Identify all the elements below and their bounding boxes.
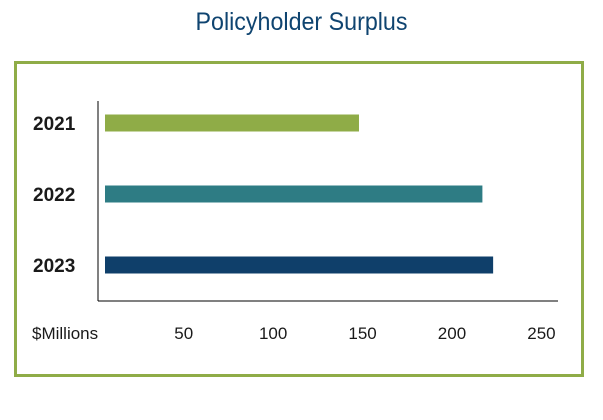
category-label-2023: 2023 xyxy=(33,256,75,277)
x-tick-labels: 50 100 150 200 250 xyxy=(174,324,555,343)
x-tick-label-50: 50 xyxy=(174,324,193,343)
category-label-2022: 2022 xyxy=(33,185,75,206)
bars-group xyxy=(105,114,494,274)
x-tick-label-150: 150 xyxy=(348,324,376,343)
x-tick-label-250: 250 xyxy=(527,324,555,343)
chart-frame xyxy=(14,61,584,377)
x-tick-label-100: 100 xyxy=(259,324,287,343)
x-tick-label-200: 200 xyxy=(438,324,466,343)
x-axis-label: $Millions xyxy=(32,324,98,343)
category-label-2021: 2021 xyxy=(33,114,76,135)
bar-2023 xyxy=(105,256,494,274)
bar-2021 xyxy=(105,114,359,132)
bar-2022 xyxy=(105,185,483,203)
chart-title: Policyholder Surplus xyxy=(195,8,408,36)
category-labels: 2021 2022 2023 xyxy=(33,114,76,277)
